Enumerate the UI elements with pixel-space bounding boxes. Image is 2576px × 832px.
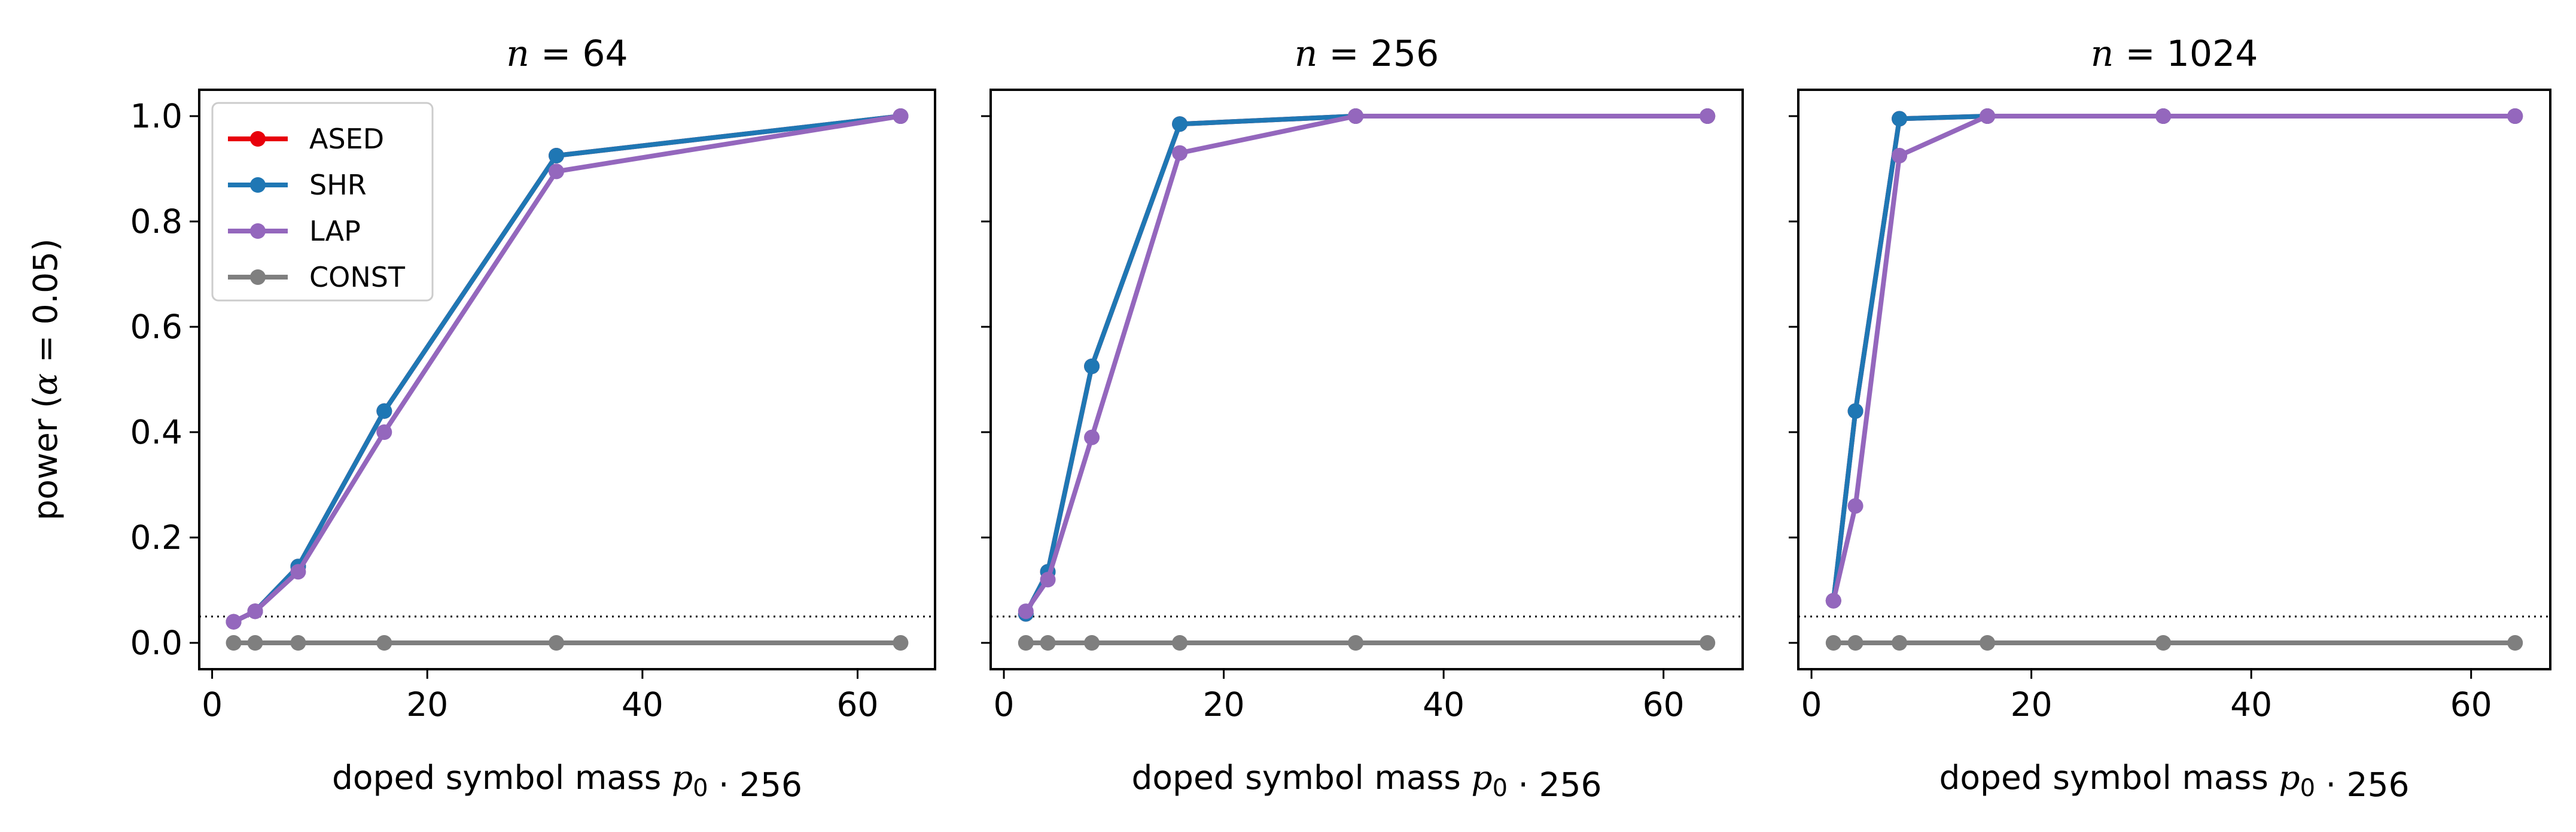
data-point-lap	[247, 603, 263, 620]
x-tick-label: 40	[2230, 685, 2272, 724]
y-tick-label: 0.4	[130, 413, 182, 451]
data-point-lap	[1040, 572, 1056, 588]
x-axis-label: doped symbol mass p0 · 256	[332, 758, 802, 804]
chart-panel-2: n = 256 0 20 40 60 doped symbol mass p0 · 256	[981, 33, 1744, 804]
y-tick-label: 0.6	[130, 308, 182, 346]
y-axis-label: power (α = 0.05)	[26, 238, 65, 520]
legend-label: LAP	[309, 215, 361, 247]
legend-label: ASED	[309, 123, 384, 155]
data-point-lap	[1980, 108, 1996, 124]
plot-frame	[198, 89, 936, 670]
data-point-lap	[1348, 108, 1364, 124]
y-tick-label: 1.0	[130, 97, 182, 135]
chart-panel-1: n = 64 0 20 40 60 0.0 0.2 0.4 0.6 0.8 1.0 doped sym…	[26, 33, 936, 804]
data-point-const	[376, 635, 392, 651]
data-point-shr	[549, 148, 565, 163]
x-tick-label: 40	[1423, 685, 1464, 724]
data-point-shr	[376, 403, 392, 419]
data-point-const	[1348, 635, 1364, 651]
x-tick-label: 20	[2011, 685, 2053, 724]
legend-swatch-marker	[250, 269, 266, 285]
data-point-lap	[2155, 108, 2172, 124]
data-point-shr	[1172, 116, 1188, 132]
data-point-const	[290, 635, 306, 651]
x-tick-label: 60	[1643, 685, 1685, 724]
legend-swatch-marker	[250, 223, 266, 239]
data-point-lap	[893, 108, 909, 124]
data-point-const	[1084, 635, 1100, 651]
legend-swatch-marker	[250, 177, 266, 193]
data-point-const	[1892, 635, 1908, 651]
data-point-lap	[1084, 429, 1100, 445]
data-point-const	[1172, 635, 1188, 651]
plot-frame	[1797, 89, 2551, 670]
legend-box	[211, 102, 434, 302]
y-tick-label: 0.0	[130, 624, 182, 662]
data-point-const	[1847, 635, 1864, 651]
data-point-lap	[1825, 593, 1841, 609]
x-axis-label: doped symbol mass p0 · 256	[1939, 758, 2410, 804]
x-tick-label: 40	[622, 685, 663, 724]
data-point-lap	[2507, 108, 2523, 124]
legend-label: SHR	[309, 169, 367, 201]
data-point-const	[2507, 635, 2523, 651]
x-tick-label: 60	[2450, 685, 2492, 724]
legend: ASED SHR LAP CONST	[211, 102, 434, 302]
x-tick-label: 20	[1203, 685, 1245, 724]
panel-title: n = 64	[506, 33, 628, 75]
data-point-lap	[290, 564, 306, 580]
data-point-const	[1825, 635, 1841, 651]
y-tick-label: 0.2	[130, 518, 182, 557]
data-point-lap	[1172, 145, 1188, 161]
x-tick-label: 0	[1801, 685, 1822, 724]
data-point-const	[549, 635, 565, 651]
data-point-lap	[549, 163, 565, 180]
series-line-lap	[1831, 114, 2516, 602]
data-point-const	[893, 635, 909, 651]
chart-panel-3: n = 1024 0 20 40 60 doped symbol mass p0 · 25…	[1789, 33, 2551, 804]
data-point-const	[247, 635, 263, 651]
data-point-lap	[376, 424, 392, 440]
y-tick-label: 0.8	[130, 202, 182, 241]
data-point-const	[226, 635, 242, 651]
plot-frame	[989, 89, 1744, 670]
data-point-const	[1980, 635, 1996, 651]
panel-title: n = 1024	[2091, 33, 2258, 75]
data-point-const	[2155, 635, 2172, 651]
x-tick-label: 0	[994, 685, 1015, 724]
legend-label: CONST	[309, 261, 406, 293]
x-axis-label: doped symbol mass p0 · 256	[1132, 758, 1602, 804]
data-point-lap	[1892, 148, 1908, 163]
x-tick-label: 20	[406, 685, 448, 724]
data-point-const	[1700, 635, 1716, 651]
data-point-lap	[1018, 603, 1034, 620]
legend-swatch-marker	[250, 131, 266, 147]
data-point-lap	[1700, 108, 1716, 124]
data-point-lap	[226, 614, 242, 630]
data-point-shr	[1847, 403, 1864, 419]
data-point-lap	[1847, 498, 1864, 514]
data-point-const	[1040, 635, 1056, 651]
x-tick-label: 60	[837, 685, 879, 724]
panel-title: n = 256	[1295, 33, 1439, 75]
data-point-shr	[1084, 359, 1100, 374]
data-point-shr	[1892, 111, 1908, 127]
x-tick-label: 0	[202, 685, 223, 724]
data-point-const	[1018, 635, 1034, 651]
